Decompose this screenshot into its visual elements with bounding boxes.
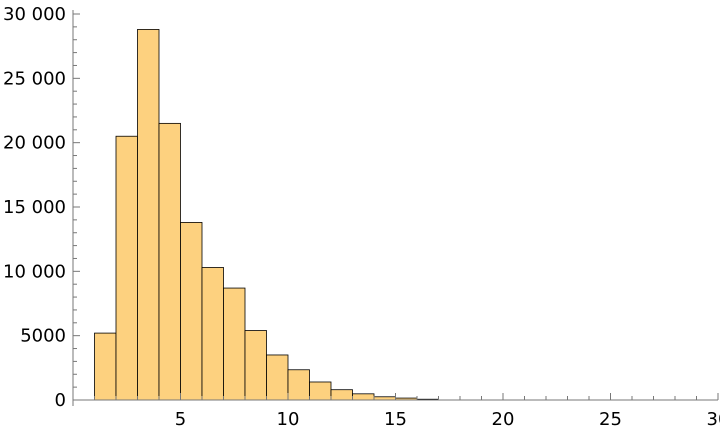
histogram-bar (180, 222, 203, 401)
y-tick-label: 20 000 (3, 133, 66, 154)
histogram-bar (158, 122, 181, 401)
y-tick-label: 30 000 (3, 4, 66, 25)
histogram-bar (94, 332, 117, 401)
x-tick-label: 5 (175, 409, 186, 430)
y-tick-label: 10 000 (3, 261, 66, 282)
histogram-bar (244, 330, 267, 401)
tick-labels-layer: 5 10 15 20 25 30 0 5000 10 000 15 000 20 000 25 000… (3, 4, 720, 430)
histogram-bar (137, 29, 160, 401)
y-tick-label: 0 (55, 390, 66, 411)
histogram-bar (352, 393, 375, 401)
histogram-bar (266, 354, 289, 401)
y-tick-label: 25 000 (3, 68, 66, 89)
x-tick-label: 30 (707, 409, 720, 430)
histogram-bar (309, 381, 332, 401)
bars-layer (94, 29, 439, 401)
y-tick-label: 5000 (20, 326, 66, 347)
x-tick-label: 10 (277, 409, 300, 430)
histogram-bar (287, 369, 310, 401)
x-tick-label: 20 (492, 409, 515, 430)
histogram-bar (201, 267, 224, 401)
x-tick-label: 15 (384, 409, 407, 430)
axes-layer (72, 10, 719, 406)
histogram-bar (330, 389, 353, 401)
histogram-bar (223, 287, 246, 401)
histogram-bar (115, 135, 138, 401)
y-tick-label: 15 000 (3, 197, 66, 218)
x-tick-label: 25 (599, 409, 622, 430)
